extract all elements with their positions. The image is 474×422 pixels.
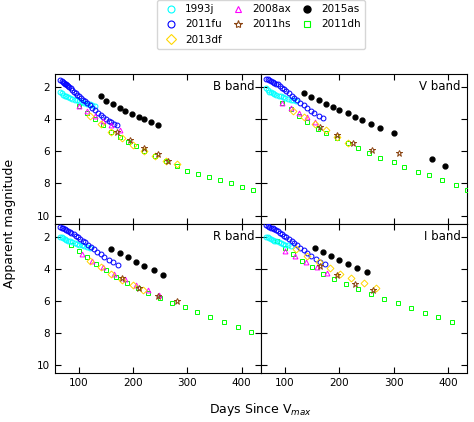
Legend: 1993j, 2011fu, 2013df, 2008ax, 2011hs, 2015as, 2011dh: 1993j, 2011fu, 2013df, 2008ax, 2011hs, 2… — [157, 0, 365, 49]
Text: B band: B band — [213, 80, 255, 93]
Text: Days Since V$_{max}$: Days Since V$_{max}$ — [210, 401, 312, 418]
Text: I band: I band — [424, 230, 461, 243]
Text: Apparent magnitude: Apparent magnitude — [3, 159, 16, 288]
Text: V band: V band — [419, 80, 461, 93]
Text: R band: R band — [213, 230, 255, 243]
